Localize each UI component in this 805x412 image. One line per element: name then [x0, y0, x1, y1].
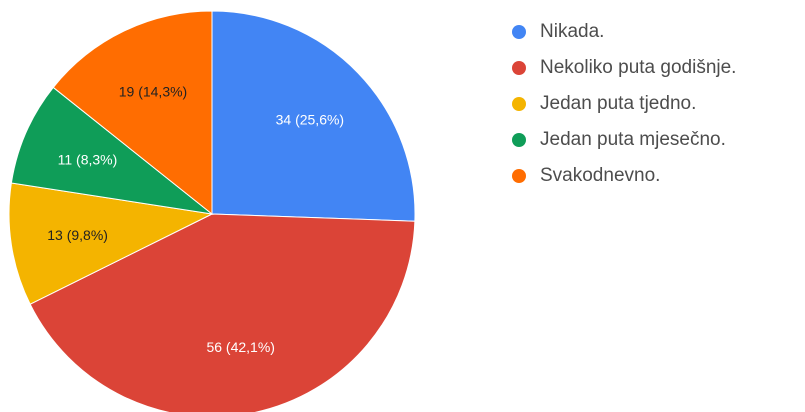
legend-label: Nekoliko puta godišnje. — [540, 57, 737, 78]
pie-slice-0 — [211, 10, 416, 222]
pie-slice-4 — [52, 10, 213, 216]
chart-legend: Nikada. Nekoliko puta godišnje. Jedan puta… — [512, 14, 736, 194]
pie-slice-label-2: 13 (9,8%) — [47, 227, 108, 243]
pie-slice-labels: 34 (25,6%) 56 (42,1%) 13 (9,8%) 11 (8,3%) 19… — [47, 83, 344, 354]
legend-item-0: Nikada. — [512, 14, 736, 50]
legend-label: Nikada. — [540, 21, 605, 42]
pie-slice-2 — [8, 182, 214, 305]
pie-slice-3 — [10, 86, 214, 215]
legend-color-dot — [512, 133, 526, 147]
legend-color-dot — [512, 169, 526, 183]
legend-item-2: Jedan puta tjedno. — [512, 86, 736, 122]
pie-slice-label-1: 56 (42,1%) — [206, 339, 274, 355]
legend-label: Svakodnevno. — [540, 165, 661, 186]
pie-slice-label-0: 34 (25,6%) — [276, 112, 344, 128]
legend-item-3: Jedan puta mjesečno. — [512, 122, 736, 158]
pie-slice-label-3: 11 (8,3%) — [58, 151, 118, 167]
pie-slice-label-4: 19 (14,3%) — [119, 83, 187, 99]
pie-slices — [8, 10, 416, 412]
legend-item-4: Svakodnevno. — [512, 158, 736, 194]
legend-color-dot — [512, 97, 526, 111]
legend-label: Jedan puta tjedno. — [540, 93, 697, 114]
pie-slice-1 — [29, 213, 416, 412]
legend-label: Jedan puta mjesečno. — [540, 129, 726, 150]
legend-color-dot — [512, 25, 526, 39]
legend-color-dot — [512, 61, 526, 75]
legend-item-1: Nekoliko puta godišnje. — [512, 50, 736, 86]
